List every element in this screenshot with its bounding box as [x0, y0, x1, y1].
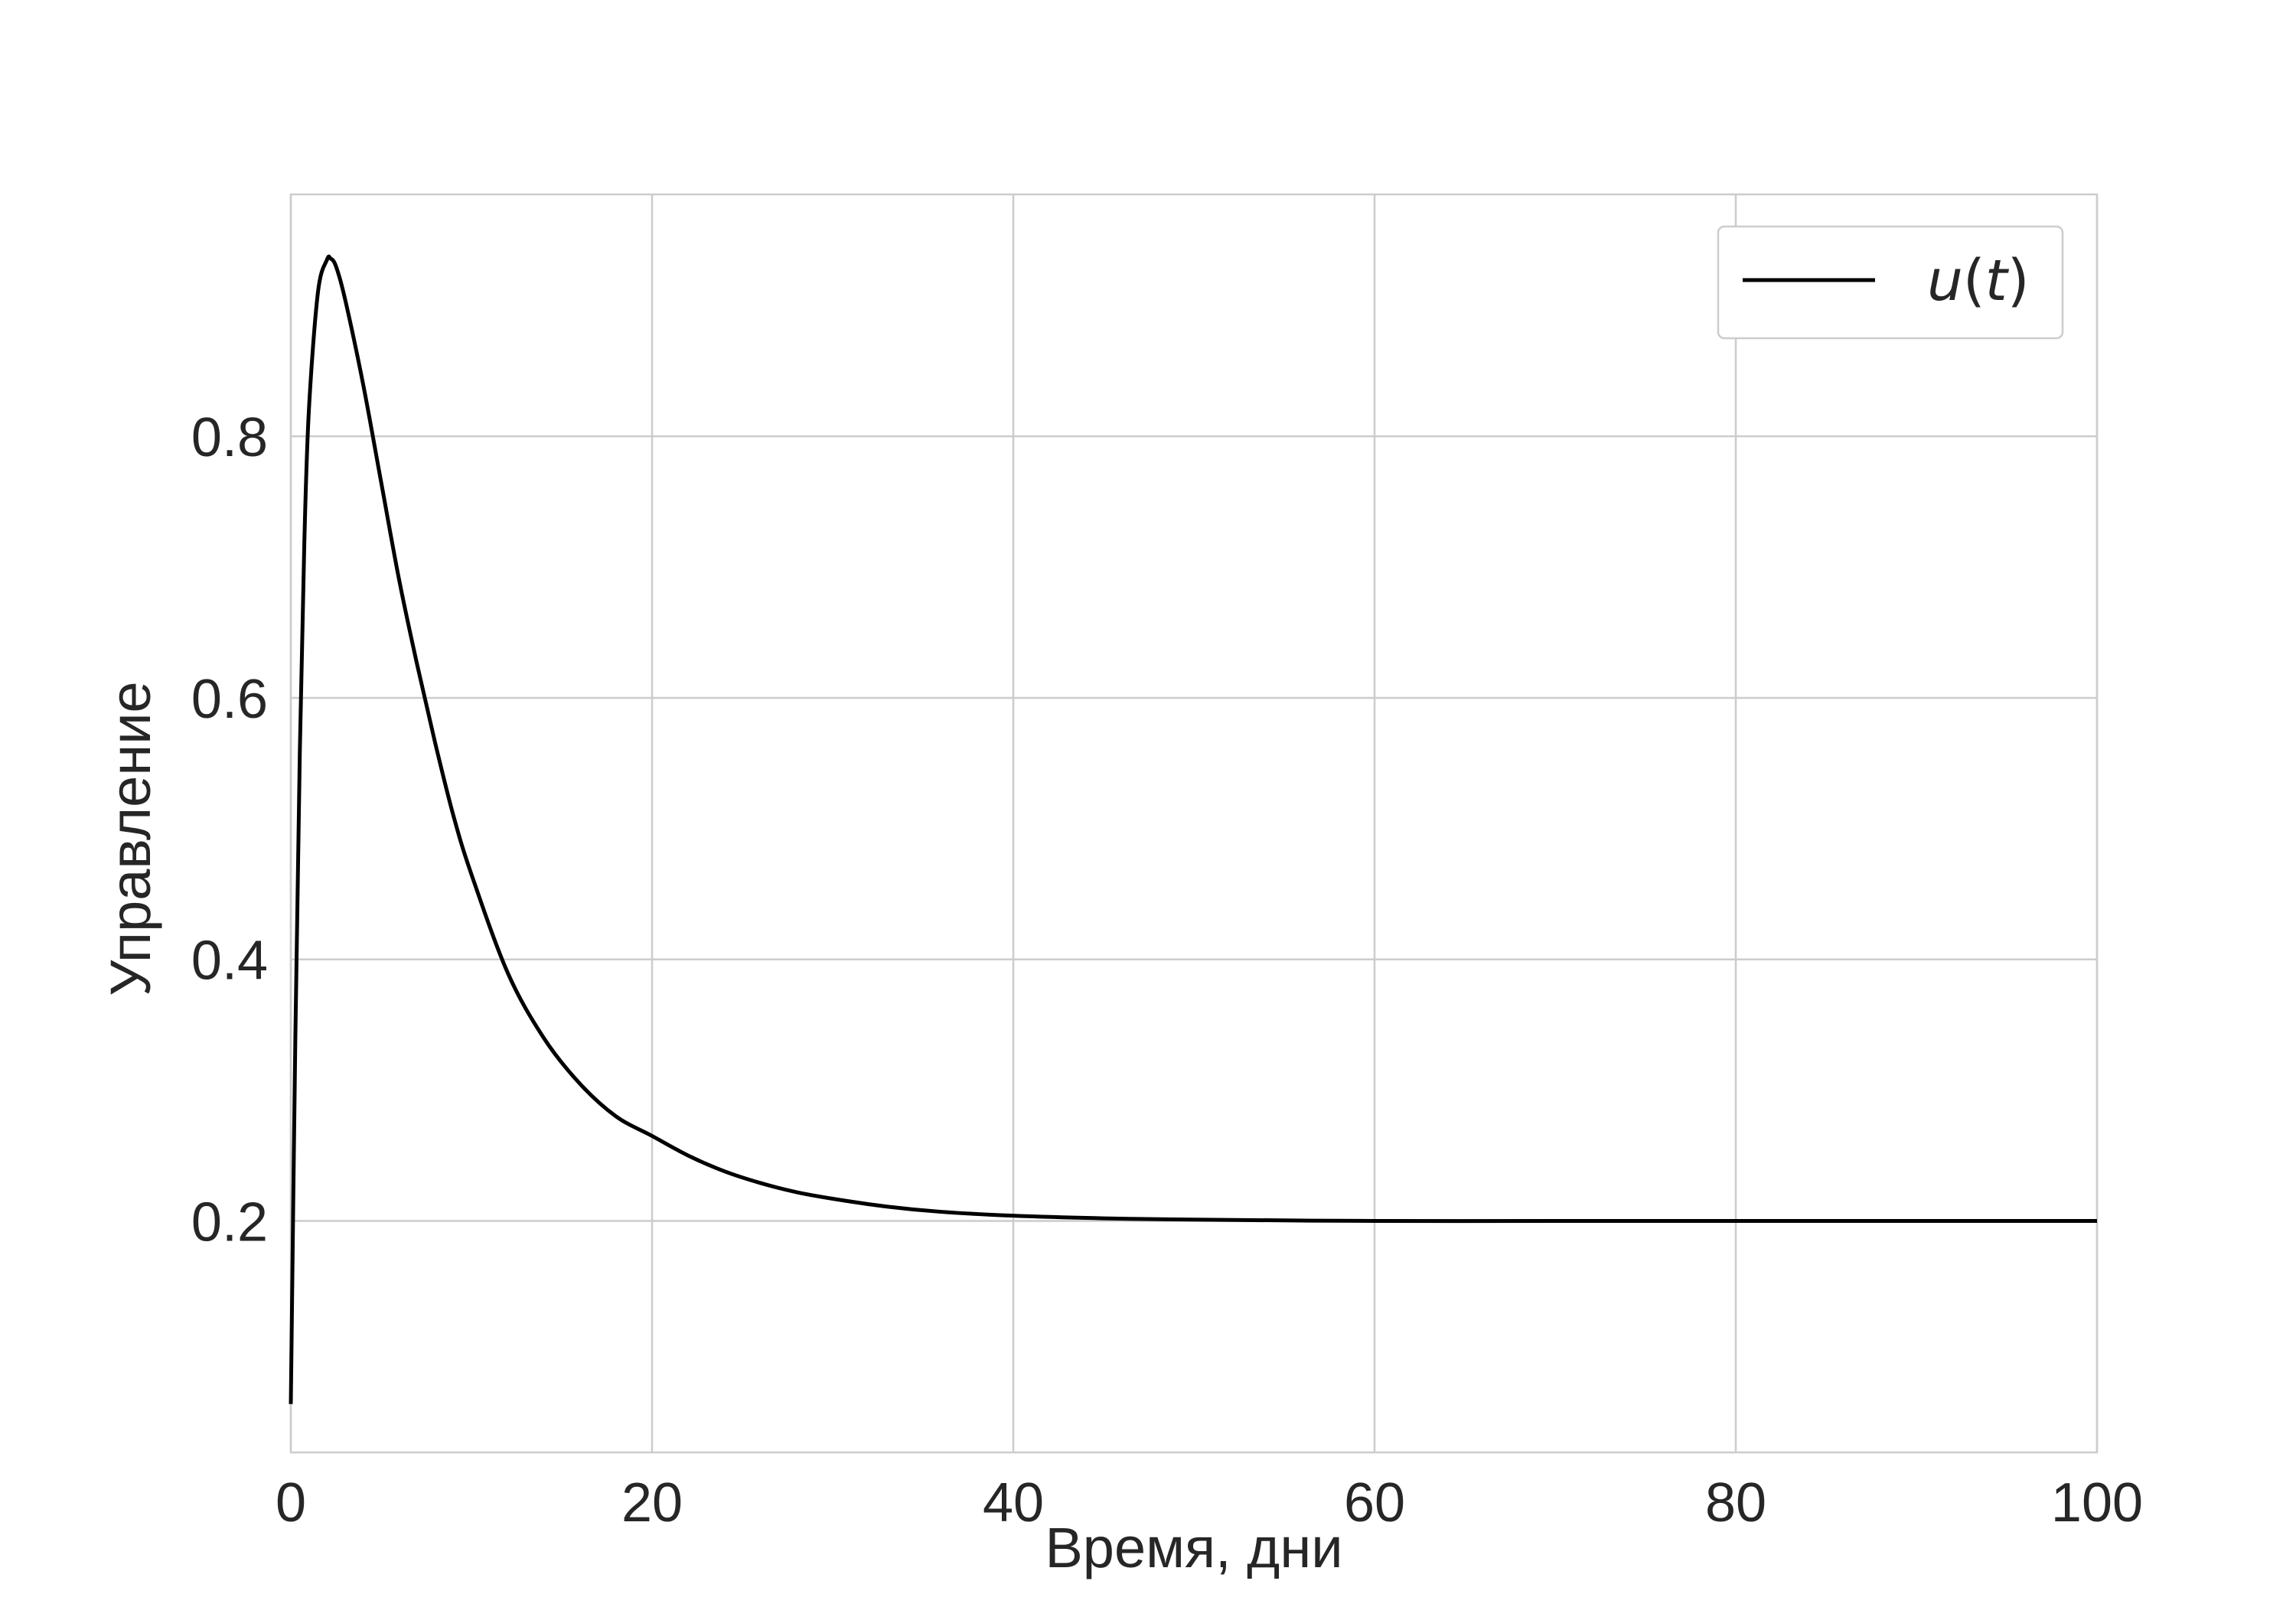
y-axis-label: Управление — [99, 681, 162, 996]
y-tick-label: 0.8 — [191, 407, 268, 468]
y-tick-label: 0.2 — [191, 1192, 268, 1253]
legend: u(t) — [1717, 225, 2064, 340]
x-tick-label: 0 — [276, 1472, 306, 1534]
x-axis-ticks: 0 20 40 60 80 100 — [276, 1472, 2143, 1534]
legend-box — [1717, 225, 2064, 340]
y-tick-label: 0.6 — [191, 669, 268, 730]
legend-label-close: ) — [2007, 248, 2030, 314]
legend-label-arg: t — [1985, 248, 2010, 314]
series-line-u — [289, 254, 2097, 1404]
x-tick-label: 100 — [2051, 1472, 2143, 1534]
x-tick-label: 40 — [983, 1472, 1044, 1534]
legend-label-u: u(t) — [1927, 248, 2030, 314]
x-tick-label: 20 — [621, 1472, 683, 1534]
x-tick-label: 60 — [1344, 1472, 1405, 1534]
x-axis-label: Время, дни — [1045, 1516, 1342, 1579]
x-tick-label: 80 — [1705, 1472, 1766, 1534]
y-axis-ticks: 0.2 0.4 0.6 0.8 — [191, 407, 268, 1253]
legend-label-open: ( — [1963, 248, 1985, 314]
legend-label-var: u — [1927, 248, 1963, 314]
y-tick-label: 0.4 — [191, 931, 268, 992]
series-layer — [289, 254, 2097, 1404]
plot-frame — [289, 193, 2099, 1454]
